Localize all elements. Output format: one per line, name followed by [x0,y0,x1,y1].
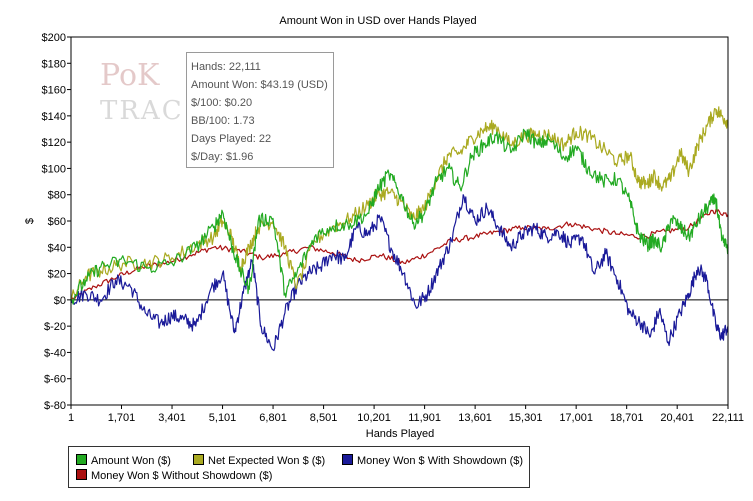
y-tick-label: $80 [48,190,66,202]
y-tick-label: $60 [48,216,66,228]
legend-swatch-net-expected [193,454,204,465]
info-days-played: Days Played: 22 [191,133,272,145]
y-tick-label: $200 [42,32,66,44]
plot-series [70,106,729,352]
y-tick-label: $40 [48,242,66,254]
y-tick-label: $-60 [44,374,66,386]
x-tick-label: 6,801 [259,412,287,424]
x-tick-label: 3,401 [158,412,186,424]
legend-label-amount-won: Amount Won ($) [91,455,171,467]
x-tick-label: 17,001 [559,412,593,424]
chart-title: Amount Won in USD over Hands Played [279,15,476,27]
y-tick-label: $-80 [44,400,66,412]
y-axis-ticks: $200 $180 $160 $140 $120 $100 $80 $60 $40 $20 $0 $-… [42,32,71,412]
x-tick-label: 22,111 [712,412,744,424]
y-tick-label: $120 [42,137,66,149]
plot-frame [70,36,729,406]
legend-label-with-showdown: Money Won $ With Showdown ($) [357,455,524,467]
x-tick-label: 1 [68,412,74,424]
legend-item-without-showdown[interactable]: Money Won $ Without Showdown ($) [76,469,272,483]
x-tick-label: 11,901 [408,412,441,424]
x-tick-label: 8,501 [310,412,338,424]
x-tick-label: 10,201 [357,412,391,424]
chart-legend: Amount Won ($) Net Expected Won $ ($) Mo… [68,446,530,488]
info-hands: Hands: 22,111 [191,61,261,73]
legend-label-without-showdown: Money Won $ Without Showdown ($) [91,470,273,482]
y-tick-label: $180 [42,58,66,70]
info-per-day: $/Day: $1.96 [191,151,254,163]
y-tick-label: $140 [42,111,66,123]
y-tick-label: $160 [42,85,66,97]
y-axis-label: $ [24,218,36,224]
series-line-money-won-without-showdown [70,208,729,301]
y-tick-label: $0 [54,295,66,307]
y-tick-label: $100 [42,163,66,175]
x-tick-label: 15,301 [509,412,543,424]
y-tick-label: $-20 [44,321,66,333]
y-tick-label: $-40 [44,347,66,359]
x-tick-label: 20,401 [660,412,694,424]
legend-item-with-showdown[interactable]: Money Won $ With Showdown ($) [342,454,523,468]
x-axis-ticks: 1 1,701 3,401 5,101 6,801 8,501 10,201 11,901 13… [68,405,744,424]
legend-swatch-amount-won [76,454,87,465]
x-tick-label: 18,701 [610,412,644,424]
legend-swatch-without-showdown [76,469,87,480]
stats-info-box: Hands: 22,111 Amount Won: $43.19 (USD) $… [186,52,334,168]
x-tick-label: 13,601 [458,412,492,424]
info-amount-won: Amount Won: $43.19 (USD) [191,79,328,91]
legend-label-net-expected: Net Expected Won $ ($) [208,455,326,467]
legend-item-amount-won[interactable]: Amount Won ($) [76,454,171,468]
x-tick-label: 5,101 [209,412,237,424]
y-tick-label: $20 [48,269,66,281]
legend-item-net-expected[interactable]: Net Expected Won $ ($) [193,454,325,468]
x-tick-label: 1,701 [108,412,136,424]
info-bb-per-100: BB/100: 1.73 [191,115,255,127]
legend-swatch-with-showdown [342,454,353,465]
info-per-100: $/100: $0.20 [191,97,253,109]
series-line-amount-won [70,128,729,305]
x-axis-label: Hands Played [366,428,435,440]
series-line-money-won-with-showdown [70,194,729,352]
